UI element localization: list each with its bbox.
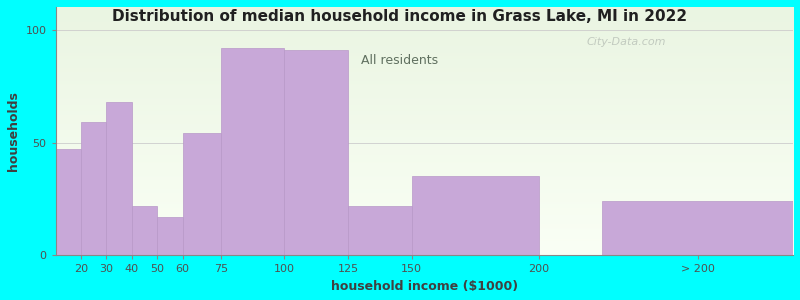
Bar: [158, 217, 182, 256]
Bar: [411, 176, 538, 256]
Text: City-Data.com: City-Data.com: [586, 37, 666, 47]
Bar: [81, 122, 106, 256]
Bar: [182, 134, 221, 256]
Text: Distribution of median household income in Grass Lake, MI in 2022: Distribution of median household income …: [113, 9, 687, 24]
Text: All residents: All residents: [362, 54, 438, 67]
Bar: [221, 48, 285, 256]
Bar: [285, 50, 348, 256]
Bar: [602, 201, 793, 256]
Bar: [55, 149, 81, 256]
Bar: [132, 206, 158, 256]
Bar: [348, 206, 411, 256]
Bar: [106, 102, 132, 256]
X-axis label: household income ($1000): household income ($1000): [330, 280, 518, 293]
Y-axis label: households: households: [7, 91, 20, 171]
